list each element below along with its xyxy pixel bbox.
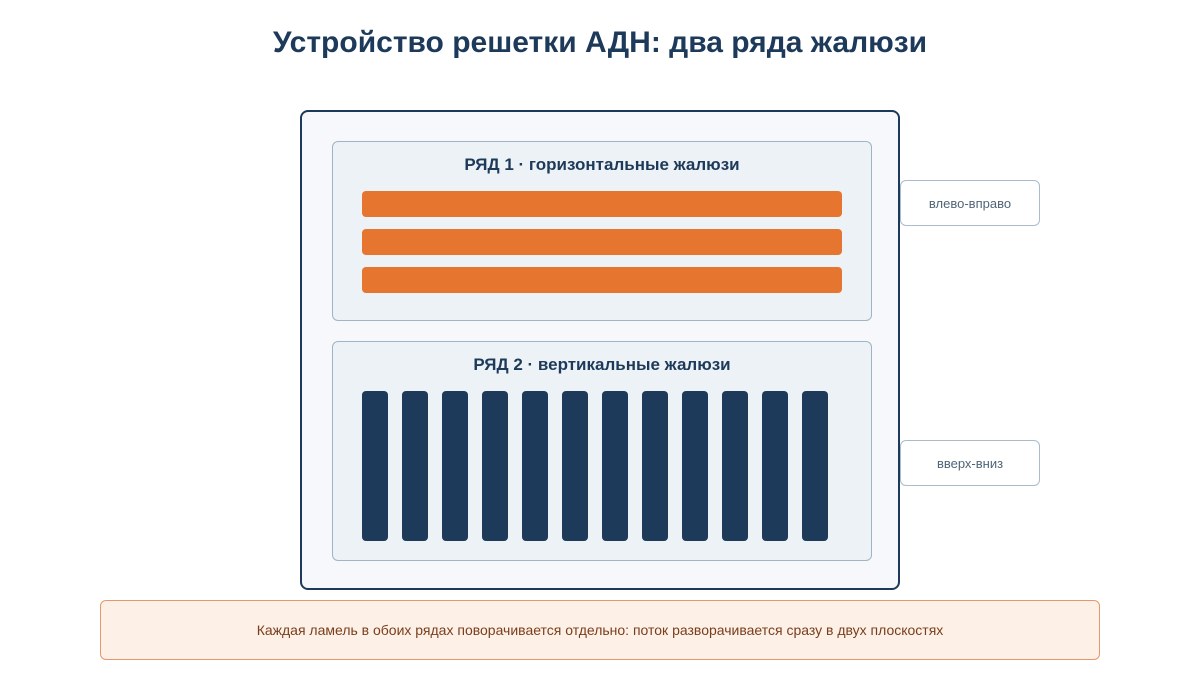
note-box: Каждая ламель в обоих рядах поворачивает… bbox=[100, 600, 1100, 660]
vertical-slat bbox=[802, 391, 828, 541]
horizontal-slat bbox=[362, 191, 842, 217]
vertical-slat bbox=[402, 391, 428, 541]
vertical-slat bbox=[762, 391, 788, 541]
vertical-slat bbox=[362, 391, 388, 541]
row-1-panel: РЯД 1 · горизонтальные жалюзи bbox=[332, 141, 872, 321]
diagram-title: Устройство решетки АДН: два ряда жалюзи bbox=[272, 26, 928, 59]
vertical-slat bbox=[442, 391, 468, 541]
vertical-slat bbox=[642, 391, 668, 541]
row-2-panel: РЯД 2 · вертикальные жалюзи bbox=[332, 341, 872, 561]
row-1-title: РЯД 1 · горизонтальные жалюзи bbox=[464, 155, 740, 174]
vertical-slat bbox=[602, 391, 628, 541]
vertical-slat bbox=[522, 391, 548, 541]
horizontal-slat bbox=[362, 229, 842, 255]
vertical-slats-group bbox=[362, 391, 828, 541]
horizontal-slat bbox=[362, 267, 842, 293]
row-2-direction-label: вверх-вниз bbox=[900, 440, 1040, 486]
row-1-direction-label: влево-вправо bbox=[900, 180, 1040, 226]
grille-frame: РЯД 1 · горизонтальные жалюзи РЯД 2 · ве… bbox=[300, 110, 900, 590]
row-2-title: РЯД 2 · вертикальные жалюзи bbox=[473, 355, 731, 374]
vertical-slat bbox=[562, 391, 588, 541]
vertical-slat bbox=[482, 391, 508, 541]
vertical-slat bbox=[682, 391, 708, 541]
vertical-slat bbox=[722, 391, 748, 541]
